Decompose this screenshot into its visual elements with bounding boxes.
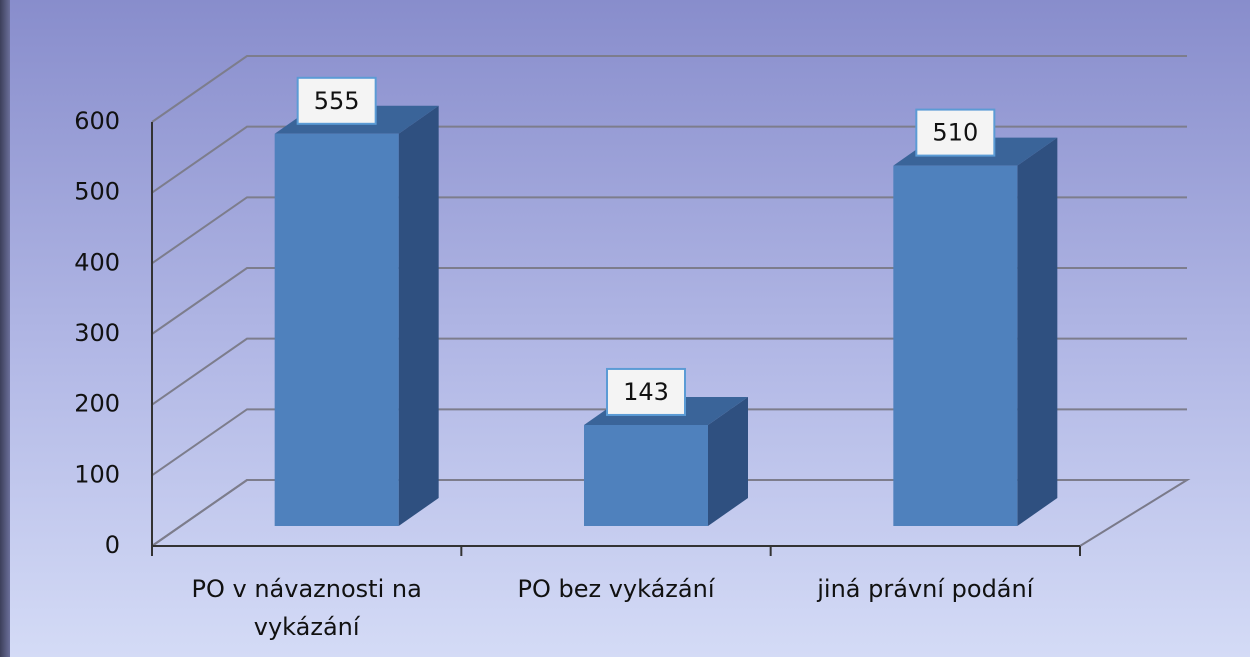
grid-line bbox=[151, 196, 1187, 265]
grid-line bbox=[151, 267, 1187, 335]
bar-side bbox=[398, 105, 439, 527]
value-label: 510 bbox=[932, 119, 978, 147]
value-label: 555 bbox=[314, 87, 360, 115]
value-label-box bbox=[296, 76, 377, 125]
value-label: 143 bbox=[623, 378, 669, 406]
bar bbox=[274, 105, 439, 527]
bar-side bbox=[1017, 137, 1058, 526]
y-tick-label: 500 bbox=[74, 178, 120, 206]
frame-edge bbox=[0, 0, 10, 657]
bar bbox=[584, 396, 748, 526]
grid-line bbox=[151, 55, 1187, 123]
grid-line bbox=[151, 125, 1187, 194]
grid-line bbox=[151, 479, 1187, 547]
value-label-box bbox=[606, 367, 686, 416]
bar bbox=[893, 137, 1058, 526]
x-tick-label: jiná právní podání bbox=[817, 575, 1034, 603]
y-tick-label: 100 bbox=[74, 460, 120, 488]
bar-side bbox=[708, 396, 748, 526]
bar-front bbox=[274, 133, 399, 527]
y-tick-label: 200 bbox=[74, 390, 120, 418]
y-tick-label: 600 bbox=[74, 107, 120, 135]
x-tick-label: PO v návaznosti na vykázání bbox=[191, 575, 422, 641]
x-tick-label: PO bez vykázání bbox=[517, 575, 715, 603]
bar-front bbox=[584, 424, 708, 526]
grid-line bbox=[151, 408, 1187, 477]
y-tick-label: 0 bbox=[105, 531, 120, 559]
value-label-box bbox=[915, 108, 996, 157]
y-tick-label: 400 bbox=[74, 248, 120, 276]
grid-line bbox=[151, 337, 1187, 406]
y-tick-label: 300 bbox=[74, 319, 120, 347]
bar-front bbox=[893, 165, 1018, 526]
